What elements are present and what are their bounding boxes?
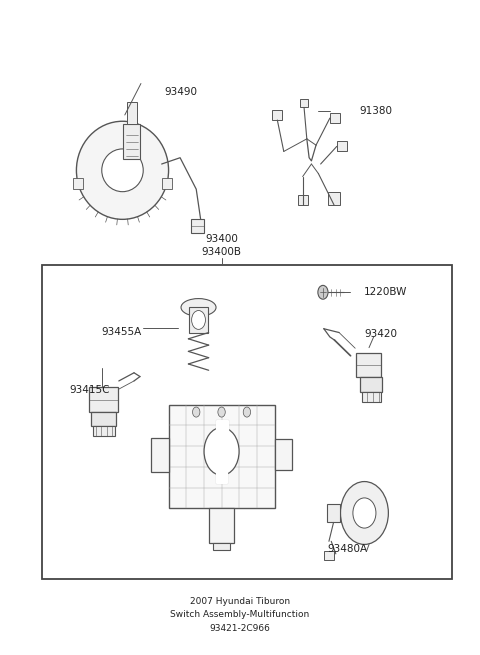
Bar (216, 467, 227, 483)
Bar (91, 412, 116, 426)
Ellipse shape (181, 299, 216, 316)
Bar (89, 387, 118, 413)
Text: 93400: 93400 (205, 234, 238, 244)
Ellipse shape (102, 149, 143, 192)
Bar (360, 377, 382, 392)
Bar (275, 439, 292, 470)
Bar (216, 420, 228, 436)
Bar (337, 141, 347, 151)
Text: 93421-2C966: 93421-2C966 (210, 624, 270, 633)
Bar (189, 307, 208, 333)
Circle shape (204, 428, 239, 476)
Bar (298, 195, 308, 205)
Ellipse shape (340, 481, 388, 544)
Text: 93420: 93420 (364, 329, 397, 339)
Bar (209, 508, 234, 543)
Text: 93490: 93490 (164, 86, 197, 97)
Bar (127, 102, 137, 124)
Text: 93480A: 93480A (327, 544, 368, 554)
Circle shape (192, 407, 200, 417)
Text: Switch Assembly-Multifunction: Switch Assembly-Multifunction (170, 610, 310, 620)
Text: 91380: 91380 (360, 105, 393, 115)
Bar (326, 504, 340, 523)
Bar (327, 193, 340, 205)
Bar (151, 438, 168, 472)
Bar (123, 124, 140, 159)
Bar (356, 352, 382, 377)
Circle shape (218, 407, 225, 417)
Bar (168, 405, 275, 508)
Circle shape (318, 286, 328, 299)
Bar (42, 265, 452, 579)
Text: 1220BW: 1220BW (363, 288, 407, 297)
Bar (324, 552, 334, 560)
Bar (162, 178, 172, 189)
Circle shape (243, 407, 251, 417)
Text: 93455A: 93455A (102, 327, 142, 337)
Bar (213, 543, 230, 550)
Circle shape (192, 310, 205, 329)
Bar (191, 219, 204, 233)
Text: 93415C: 93415C (70, 385, 110, 396)
Ellipse shape (76, 121, 168, 219)
Text: 2007 Hyundai Tiburon: 2007 Hyundai Tiburon (190, 597, 290, 605)
Bar (73, 178, 83, 189)
Ellipse shape (353, 498, 376, 528)
Bar (272, 110, 282, 120)
Text: 93400B: 93400B (202, 247, 241, 257)
Bar (362, 392, 382, 402)
Bar (330, 113, 340, 123)
Bar (300, 99, 308, 107)
Bar (93, 426, 115, 436)
